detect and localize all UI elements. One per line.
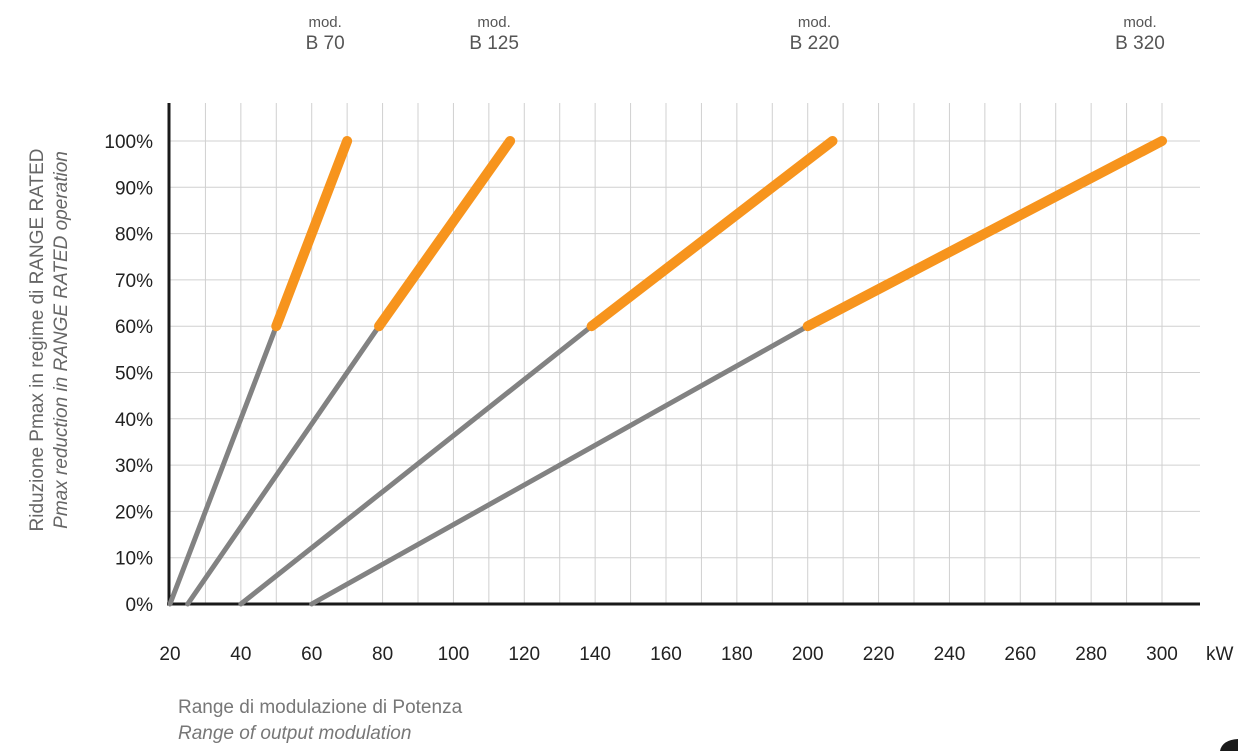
model-label-name: B 125 xyxy=(469,33,519,54)
y-tick-label: 0% xyxy=(126,595,154,616)
y-tick-label: 90% xyxy=(115,178,153,199)
y-tick-label: 70% xyxy=(115,271,153,292)
x-tick-label: 260 xyxy=(1004,644,1036,665)
y-axis-title-it: Riduzione Pmax in regime di RANGE RATED xyxy=(27,149,48,532)
axes xyxy=(167,103,1200,606)
model-label-name: B 70 xyxy=(306,33,345,54)
x-tick-label: 20 xyxy=(159,644,180,665)
y-tick-label: 60% xyxy=(115,317,153,338)
model-label-name: B 320 xyxy=(1115,33,1165,54)
y-tick-label: 50% xyxy=(115,364,153,385)
model-label-name: B 220 xyxy=(790,33,840,54)
x-axis-title-en: Range of output modulation xyxy=(178,723,411,744)
y-axis-title: Riduzione Pmax in regime di RANGE RATED … xyxy=(27,149,72,532)
model-label-prefix: mod. xyxy=(798,14,831,31)
x-tick-label: 180 xyxy=(721,644,753,665)
y-tick-label: 40% xyxy=(115,410,153,431)
x-tick-label: 160 xyxy=(650,644,682,665)
x-tick-label: 200 xyxy=(792,644,824,665)
x-tick-label: 140 xyxy=(579,644,611,665)
series-4-modulation-line xyxy=(309,323,811,607)
series-2-rated-line xyxy=(374,136,516,332)
x-axis-unit: kW xyxy=(1206,644,1234,665)
x-tick-label: 300 xyxy=(1146,644,1178,665)
series-1-rated-line xyxy=(271,136,353,332)
series-4-rated-line xyxy=(802,136,1167,332)
x-axis-title-it: Range di modulazione di Potenza xyxy=(178,697,463,718)
series-3-rated-line xyxy=(586,136,838,332)
x-tick-label: 220 xyxy=(863,644,895,665)
y-tick-label: 30% xyxy=(115,456,153,477)
y-tick-label: 10% xyxy=(115,549,153,570)
model-label-prefix: mod. xyxy=(1123,14,1156,31)
series-3-modulation-line xyxy=(238,323,595,607)
x-tick-label: 120 xyxy=(508,644,540,665)
x-tick-label: 280 xyxy=(1075,644,1107,665)
grid xyxy=(169,103,1200,604)
model-label-prefix: mod. xyxy=(477,14,510,31)
x-tick-label: 240 xyxy=(934,644,966,665)
x-tick-label: 60 xyxy=(301,644,322,665)
series-2-modulation-line xyxy=(185,323,382,607)
x-tick-labels: 20 40 60 80 100 120 140 160 180 200 220 240 260 280 30… xyxy=(159,644,1177,665)
x-tick-label: 40 xyxy=(230,644,251,665)
y-axis-title-en: Pmax reduction in RANGE RATED operation xyxy=(51,151,72,529)
model-label-prefix: mod. xyxy=(308,14,341,31)
x-tick-label: 100 xyxy=(438,644,470,665)
y-tick-label: 80% xyxy=(115,225,153,246)
y-tick-label: 100% xyxy=(104,132,153,153)
series-1-modulation-line xyxy=(167,323,279,607)
series-lines xyxy=(167,136,1167,607)
y-tick-label: 20% xyxy=(115,502,153,523)
model-labels: mod. B 70 mod. B 125 mod. B 220 mod. B 320 xyxy=(306,14,1165,54)
x-tick-label: 80 xyxy=(372,644,393,665)
y-tick-labels: 0% 10% 20% 30% 40% 50% 60% 70% 80% 90% 100% xyxy=(104,132,153,616)
corner-fragment-icon xyxy=(1220,739,1238,751)
